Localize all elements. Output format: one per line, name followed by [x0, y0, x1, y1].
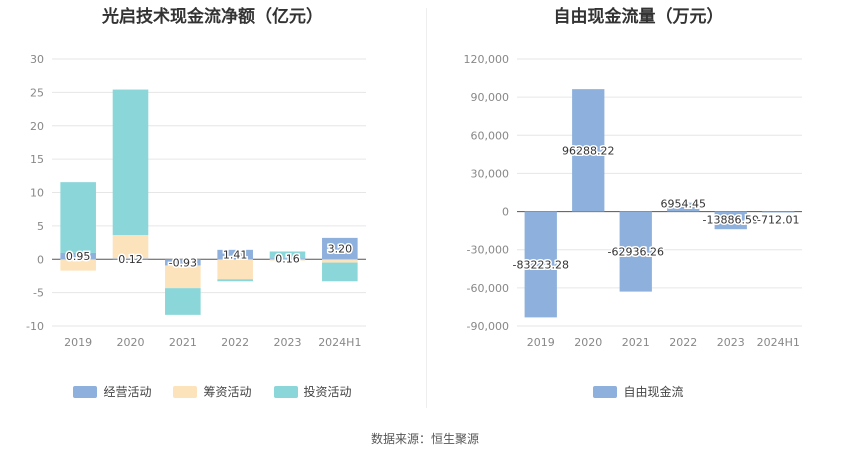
free-cashflow-chart: 自由现金流量（万元） 120,000 90,000 60,000 30,000 0 -30…	[427, 0, 850, 410]
bar-投资活动-2022	[217, 279, 253, 282]
data-label: -13886.59	[703, 214, 759, 227]
y-tick-label: 15	[30, 153, 44, 166]
bar-投资活动-2024H1	[322, 262, 358, 282]
legend-item: 自由现金流	[593, 383, 684, 400]
left-chart-plot: 30 25 20 15 10 5 0 -5 -10 2019 2020 2021 2022 2023 202…	[26, 53, 366, 349]
legend-swatch	[593, 385, 618, 398]
y-tick-label: 0	[37, 253, 44, 266]
data-label: 3.20	[328, 243, 353, 256]
right-chart-plot: 120,000 90,000 60,000 30,000 0 -30,000 -60,000…	[464, 53, 802, 349]
bar-投资活动-2021	[165, 288, 201, 315]
y-tick-label: 0	[502, 206, 509, 219]
legend-item: 筹资活动	[173, 383, 252, 400]
bar-筹资活动-2020	[112, 235, 149, 259]
bar-经营活动-2024H1	[322, 237, 358, 260]
legend-label: 自由现金流	[623, 385, 684, 399]
y-tick-label: 90,000	[471, 91, 510, 104]
bar-自由现金流-2019	[524, 211, 557, 318]
x-tick-label: 2024H1	[757, 336, 800, 349]
bar-投资活动-2023	[269, 251, 306, 259]
y-tick-label: -10	[26, 320, 44, 333]
legend-item: 投资活动	[273, 383, 352, 400]
legend-swatch	[73, 385, 98, 398]
left-chart-legend: 经营活动 筹资活动 投资活动	[0, 383, 425, 400]
legend-item: 经营活动	[73, 383, 151, 400]
cashflow-net-chart: 光启技术现金流净额（亿元） 30 25 20 15 10 5 0 -5 -10 2019 2020 2…	[0, 0, 425, 410]
bar-经营活动-2021	[165, 259, 201, 266]
y-tick-label: -30,000	[467, 244, 509, 257]
y-tick-label: 20	[30, 120, 44, 133]
bar-自由现金流-2022	[667, 202, 700, 212]
legend-label: 投资活动	[303, 385, 352, 399]
x-tick-label: 2019	[64, 336, 92, 349]
legend-swatch	[273, 385, 298, 398]
x-tick-label: 2024H1	[318, 336, 361, 349]
bar-经营活动-2023	[269, 258, 306, 260]
bar-自由现金流-2023	[714, 211, 747, 230]
legend-swatch	[173, 385, 198, 398]
data-label: -83223.28	[513, 258, 569, 271]
x-tick-label: 2020	[574, 336, 602, 349]
right-chart-title: 自由现金流量（万元）	[553, 7, 724, 27]
data-label: -0.93	[169, 256, 197, 269]
data-label: -712.01	[757, 214, 799, 227]
legend-label: 筹资活动	[203, 385, 252, 399]
y-tick-label: -90,000	[467, 320, 509, 333]
data-label: 0.95	[66, 250, 91, 263]
bar-经营活动-2022	[217, 249, 253, 260]
y-tick-label: 25	[30, 86, 44, 99]
y-tick-label: 30,000	[471, 167, 510, 180]
data-label: 0.12	[118, 253, 143, 266]
data-label: -62936.26	[608, 246, 664, 259]
data-label: 6954.45	[661, 198, 707, 211]
bar-投资活动-2019	[60, 182, 96, 253]
y-tick-label: -60,000	[467, 282, 509, 295]
bar-筹资活动-2019	[60, 259, 96, 271]
y-tick-label: 10	[30, 187, 44, 200]
x-tick-label: 2021	[622, 336, 650, 349]
bar-筹资活动-2023	[269, 259, 306, 261]
bar-自由现金流-2024H1	[762, 211, 795, 213]
y-tick-label: 120,000	[464, 53, 510, 66]
data-label: 0.16	[275, 253, 300, 266]
x-tick-label: 2023	[717, 336, 745, 349]
panel-divider	[426, 8, 427, 408]
bar-自由现金流-2021	[619, 211, 652, 292]
right-chart-legend: 自由现金流	[427, 383, 850, 400]
y-tick-label: 30	[30, 53, 44, 66]
y-tick-label: 60,000	[471, 129, 510, 142]
bar-筹资活动-2022	[217, 259, 253, 280]
data-source: 数据来源：恒生聚源	[370, 432, 479, 446]
x-tick-label: 2020	[117, 336, 145, 349]
legend-label: 经营活动	[103, 385, 152, 399]
left-chart-title: 光启技术现金流净额（亿元）	[102, 7, 323, 27]
x-tick-label: 2021	[169, 336, 197, 349]
bar-筹资活动-2024H1	[322, 259, 358, 263]
bar-筹资活动-2021	[165, 265, 201, 289]
x-tick-label: 2019	[527, 336, 555, 349]
x-tick-label: 2023	[274, 336, 302, 349]
data-label: 96288.22	[562, 144, 615, 157]
bar-自由现金流-2020	[572, 89, 605, 212]
y-tick-label: -5	[33, 287, 44, 300]
bar-投资活动-2020	[112, 89, 149, 236]
x-tick-label: 2022	[669, 336, 697, 349]
y-tick-label: 5	[37, 220, 44, 233]
bar-经营活动-2019	[60, 252, 96, 260]
data-label: 1.41	[223, 249, 248, 262]
x-tick-label: 2022	[221, 336, 249, 349]
bar-经营活动-2020	[112, 258, 149, 260]
